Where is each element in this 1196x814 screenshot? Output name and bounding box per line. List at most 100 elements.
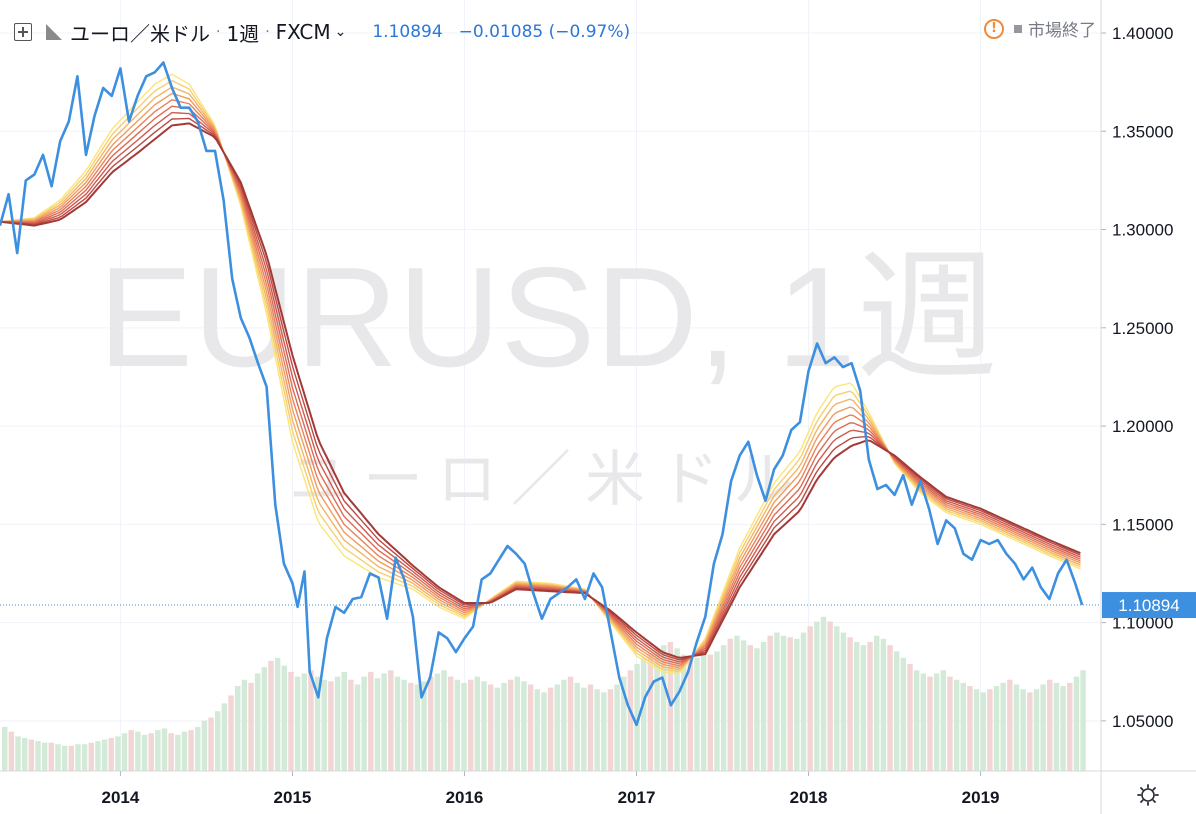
volume-bar	[993, 686, 1000, 771]
y-tick-label: 1.20000	[1112, 417, 1173, 436]
volume-bar	[161, 728, 168, 771]
volume-bars	[2, 616, 1086, 771]
volume-bar	[674, 648, 680, 771]
volume-bar	[940, 670, 947, 771]
volume-bar	[660, 645, 667, 771]
volume-bar	[754, 648, 760, 771]
volume-bar	[434, 673, 441, 771]
volume-bar	[827, 621, 833, 771]
expand-plus-icon[interactable]	[14, 23, 32, 41]
volume-bar	[447, 676, 454, 771]
warning-icon[interactable]: !	[984, 18, 1004, 39]
volume-bar	[181, 731, 188, 771]
volume-bar	[55, 744, 61, 771]
volume-bar	[35, 741, 41, 771]
volume-bar	[507, 679, 514, 771]
volume-bar	[907, 664, 913, 771]
volume-bar	[960, 682, 966, 771]
volume-bar	[707, 654, 714, 771]
volume-bar	[461, 682, 467, 771]
volume-bar	[847, 637, 853, 771]
ema-line	[0, 111, 1081, 663]
interval-label[interactable]: 1週	[226, 21, 260, 46]
symbol-flag-icon	[46, 24, 62, 40]
volume-bar	[587, 684, 594, 771]
volume-bar	[381, 673, 387, 771]
volume-bar	[141, 734, 148, 771]
volume-bar	[980, 692, 986, 771]
volume-bar	[814, 621, 820, 771]
volume-bar	[880, 638, 887, 771]
volume-bar	[527, 684, 534, 771]
volume-bar	[767, 635, 773, 771]
x-tick-label: 2018	[790, 788, 828, 807]
volume-bar	[1080, 670, 1086, 771]
volume-bar	[973, 689, 980, 771]
ema-line	[0, 99, 1081, 667]
volume-bar	[647, 653, 654, 771]
volume-bar	[115, 736, 121, 771]
volume-bar	[68, 745, 75, 771]
volume-bar	[860, 645, 867, 771]
volume-bar	[601, 692, 607, 771]
volume-bar	[854, 641, 860, 771]
axes: 1.40000 1.35000 1.30000 1.25000 1.20000 1.150…	[102, 24, 1174, 807]
volume-bar	[807, 626, 813, 771]
volume-bar	[294, 676, 301, 771]
ema-line	[0, 73, 1081, 675]
volume-bar	[747, 645, 753, 771]
volume-bar	[607, 689, 614, 771]
volume-bar	[1007, 679, 1013, 771]
volume-bar	[208, 717, 214, 771]
volume-bar	[787, 637, 793, 771]
volume-bar	[567, 676, 574, 771]
volume-bar	[1067, 682, 1073, 771]
y-tick-label: 1.40000	[1112, 24, 1173, 43]
volume-bar	[947, 676, 953, 771]
volume-bar	[48, 742, 55, 771]
chevron-down-icon[interactable]: ⌄	[334, 24, 347, 40]
volume-bar	[621, 676, 627, 771]
ema-line	[0, 86, 1081, 671]
x-tick-label: 2019	[962, 788, 1000, 807]
volume-bar	[581, 687, 587, 771]
volume-bar	[374, 678, 381, 771]
volume-bar	[727, 638, 734, 771]
volume-bar	[394, 676, 401, 771]
volume-bar	[541, 692, 547, 771]
last-price-value: 1.10894	[372, 22, 443, 42]
y-tick-label: 1.15000	[1112, 515, 1173, 534]
volume-bar	[21, 737, 28, 771]
volume-bar	[487, 684, 494, 771]
volume-bar	[234, 686, 241, 771]
chart-header: ユーロ／米ドル · 1週 · FXCM ⌄ 1.10894 −0.01085 (…	[14, 14, 630, 50]
y-tick-label: 1.25000	[1112, 319, 1173, 338]
volume-bar	[1047, 679, 1053, 771]
symbol-name[interactable]: ユーロ／米ドル	[70, 21, 210, 46]
volume-bar	[155, 730, 161, 771]
volume-bar	[388, 670, 394, 771]
volume-bar	[328, 681, 334, 771]
volume-bar	[195, 726, 201, 771]
volume-bar	[834, 626, 840, 771]
broker-label[interactable]: FXCM	[275, 20, 331, 44]
price-line	[0, 61, 1084, 727]
volume-bar	[301, 673, 307, 771]
volume-bar	[128, 730, 134, 771]
x-tick-label: 2016	[446, 788, 484, 807]
volume-bar	[720, 645, 727, 771]
volume-bar	[900, 657, 907, 771]
volume-bar	[594, 689, 600, 771]
volume-bar	[967, 686, 973, 771]
volume-bar	[321, 679, 327, 771]
volume-bar	[368, 671, 374, 771]
volume-bar	[547, 687, 554, 771]
ema-ribbon	[0, 73, 1081, 675]
settings-gear-icon[interactable]	[1137, 784, 1159, 806]
last-price-badge	[1102, 592, 1196, 619]
volume-bar	[933, 673, 940, 771]
volume-bar	[421, 681, 427, 771]
volume-bar	[920, 673, 927, 771]
volume-bar	[521, 681, 527, 771]
